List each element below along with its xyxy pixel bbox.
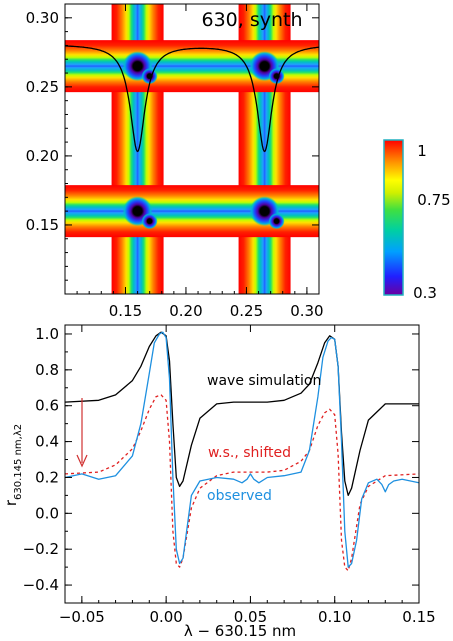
annotation-wave-simulation: wave simulation [207,373,321,389]
top-x-tick-label: 0.25 [230,302,263,320]
bottom-y-tick-label: 0.4 [35,433,59,451]
heatmap-horizontal-band [65,40,319,93]
heatmap [65,4,319,294]
shift-arrow-head [76,454,88,468]
bottom-y-tick-label: 1.0 [35,325,59,343]
colorbar-tick-mid: 0.75 [417,191,450,209]
top-x-tick-label: 0.15 [109,302,142,320]
top-y-tick-label: 0.25 [26,78,59,96]
bottom-y-tick-label: 0.0 [35,504,59,522]
bottom-x-ticks: −0.05 0.00 0.05 0.10 0.15 [59,325,436,626]
top-x-tick-label: 0.30 [290,302,323,320]
top-panel-label: 630, synth [201,9,302,31]
svg-text:r630.145 nm,λ2: r630.145 nm,λ2 [2,424,24,506]
colorbar-tick-top: 1 [417,142,427,160]
bottom-y-ticks: 1.0 0.8 0.6 0.4 0.2 0.0 −0.2 −0.4 [23,325,419,604]
top-x-ticks: 0.15 0.20 0.25 0.30 [76,4,324,320]
bottom-series [65,331,419,572]
top-panel: 630, synth 0.15 0.20 0.25 0.30 0.15 0.20 0.25… [26,3,324,320]
shift-arrow [76,398,88,468]
bottom-x-tick-label: −0.05 [59,608,105,626]
annotation-shifted: w.s., shifted [208,445,291,461]
bottom-x-tick-label: 0.05 [234,608,267,626]
top-y-tick-label: 0.30 [26,9,59,27]
top-y-tick-label: 0.20 [26,147,59,165]
bottom-y-tick-label: 0.6 [35,397,59,415]
colorbar-frame [383,139,404,296]
bottom-plot-frame [64,324,420,604]
bottom-panel: wave simulation w.s., shifted observed −… [2,324,436,640]
bottom-y-tick-label: −0.2 [23,540,59,558]
colorbar-gradient [384,140,403,295]
top-y-tick-label: 0.15 [26,216,59,234]
top-plot-frame [64,3,320,295]
top-y-ticks: 0.15 0.20 0.25 0.30 [26,9,319,281]
bottom-y-tick-label: 0.8 [35,361,59,379]
top-x-tick-label: 0.20 [169,302,202,320]
bottom-x-tick-label: 0.10 [318,608,351,626]
heatmap-core-spot [141,213,158,230]
colorbar-tick-bottom: 0.3 [413,284,437,302]
series-line-wave-simulation [65,331,419,497]
annotation-observed: observed [207,488,272,504]
bottom-x-tick-label: 0.00 [149,608,182,626]
heatmap-core-spot [268,213,285,230]
y-axis-label-sub: 630.145 nm,λ2 [13,424,24,500]
bottom-x-tick-label: 0.15 [402,608,435,626]
series-line-observed [65,331,419,568]
top-line-profile [65,45,319,153]
x-axis-label: λ − 630.15 nm [184,622,296,640]
colorbar: 1 0.75 0.3 [383,139,451,302]
y-axis-label: r630.145 nm,λ2 [2,424,24,506]
y-axis-label-main: r [2,499,20,506]
heatmap-horizontal-band [65,185,319,238]
bottom-y-tick-label: −0.4 [23,576,59,594]
bottom-y-tick-label: 0.2 [35,468,59,486]
